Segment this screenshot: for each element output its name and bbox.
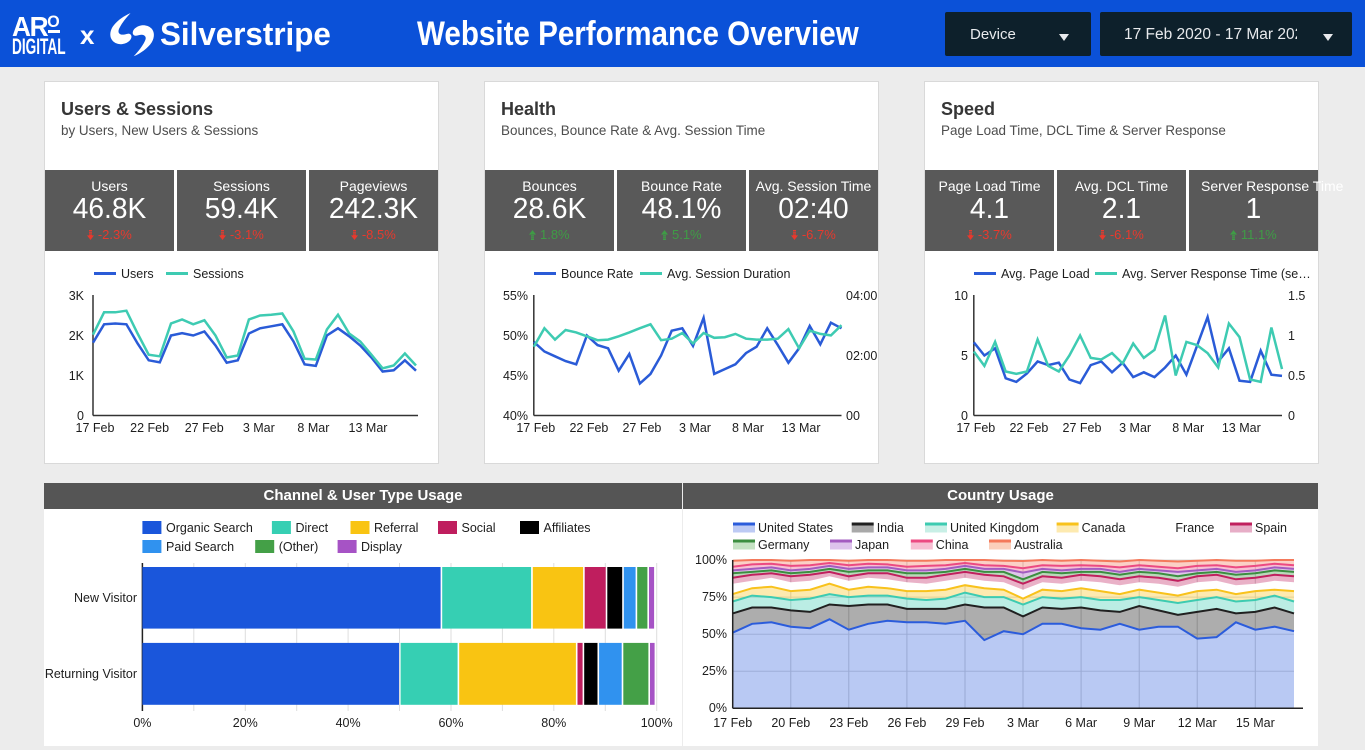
- svg-text:5: 5: [961, 349, 968, 363]
- svg-text:Referral: Referral: [374, 521, 418, 535]
- svg-text:3 Mar: 3 Mar: [1007, 716, 1039, 730]
- svg-text:Sessions: Sessions: [193, 267, 244, 281]
- svg-text:Spain: Spain: [1255, 521, 1287, 535]
- svg-text:0%: 0%: [133, 716, 151, 730]
- svg-text:3 Mar: 3 Mar: [1119, 421, 1151, 435]
- svg-text:0%: 0%: [709, 701, 727, 715]
- svg-text:22 Feb: 22 Feb: [1009, 421, 1048, 435]
- svg-text:0: 0: [77, 409, 84, 423]
- svg-text:Users: Users: [121, 267, 154, 281]
- svg-text:Display: Display: [361, 540, 403, 554]
- svg-text:27 Feb: 27 Feb: [1063, 421, 1102, 435]
- svg-text:3K: 3K: [69, 289, 85, 303]
- svg-text:Australia: Australia: [1014, 538, 1063, 552]
- svg-text:00: 00: [846, 409, 860, 423]
- svg-text:8 Mar: 8 Mar: [1172, 421, 1204, 435]
- svg-text:20 Feb: 20 Feb: [771, 716, 810, 730]
- svg-text:17 Feb: 17 Feb: [76, 421, 115, 435]
- svg-text:50%: 50%: [702, 627, 727, 641]
- svg-text:02:00: 02:00: [846, 349, 877, 363]
- svg-text:Affiliates: Affiliates: [544, 521, 591, 535]
- svg-text:100%: 100%: [641, 716, 673, 730]
- svg-text:United Kingdom: United Kingdom: [950, 521, 1039, 535]
- svg-text:Canada: Canada: [1082, 521, 1126, 535]
- svg-text:India: India: [877, 521, 904, 535]
- svg-text:0.5: 0.5: [1288, 369, 1305, 383]
- svg-text:New Visitor: New Visitor: [74, 591, 137, 605]
- svg-text:17 Feb: 17 Feb: [516, 421, 555, 435]
- svg-text:60%: 60%: [438, 716, 463, 730]
- svg-text:United States: United States: [758, 521, 833, 535]
- svg-text:17 Feb: 17 Feb: [713, 716, 752, 730]
- svg-text:0: 0: [1288, 409, 1295, 423]
- svg-text:1K: 1K: [69, 369, 85, 383]
- svg-text:3 Mar: 3 Mar: [679, 421, 711, 435]
- svg-text:45%: 45%: [503, 369, 528, 383]
- svg-text:29 Feb: 29 Feb: [946, 716, 985, 730]
- svg-text:China: China: [936, 538, 969, 552]
- svg-text:40%: 40%: [336, 716, 361, 730]
- svg-text:Social: Social: [462, 521, 496, 535]
- svg-text:1: 1: [1288, 329, 1295, 343]
- svg-text:15 Mar: 15 Mar: [1236, 716, 1275, 730]
- svg-text:Germany: Germany: [758, 538, 810, 552]
- svg-text:Direct: Direct: [296, 521, 329, 535]
- svg-text:Paid Search: Paid Search: [166, 540, 234, 554]
- svg-text:(Other): (Other): [279, 540, 319, 554]
- svg-text:0: 0: [961, 409, 968, 423]
- svg-text:9 Mar: 9 Mar: [1123, 716, 1155, 730]
- svg-text:Avg. Page Load: Avg. Page Load: [1001, 267, 1090, 281]
- svg-text:8 Mar: 8 Mar: [297, 421, 329, 435]
- svg-text:22 Feb: 22 Feb: [130, 421, 169, 435]
- svg-text:20%: 20%: [233, 716, 258, 730]
- svg-text:23 Feb: 23 Feb: [829, 716, 868, 730]
- svg-text:3 Mar: 3 Mar: [243, 421, 275, 435]
- svg-text:France: France: [1175, 521, 1214, 535]
- svg-text:8 Mar: 8 Mar: [732, 421, 764, 435]
- svg-text:22 Feb: 22 Feb: [569, 421, 608, 435]
- svg-text:6 Mar: 6 Mar: [1065, 716, 1097, 730]
- svg-text:10: 10: [954, 289, 968, 303]
- svg-text:13 Mar: 13 Mar: [782, 421, 821, 435]
- svg-text:Bounce Rate: Bounce Rate: [561, 267, 633, 281]
- svg-text:13 Mar: 13 Mar: [349, 421, 388, 435]
- svg-text:50%: 50%: [503, 329, 528, 343]
- svg-text:26 Feb: 26 Feb: [887, 716, 926, 730]
- svg-text:100%: 100%: [695, 553, 727, 567]
- svg-text:13 Mar: 13 Mar: [1222, 421, 1261, 435]
- svg-text:75%: 75%: [702, 590, 727, 604]
- svg-text:Organic Search: Organic Search: [166, 521, 253, 535]
- svg-text:25%: 25%: [702, 664, 727, 678]
- svg-text:Avg. Server Response Time (se…: Avg. Server Response Time (se…: [1122, 267, 1311, 281]
- svg-text:27 Feb: 27 Feb: [185, 421, 224, 435]
- svg-text:Returning Visitor: Returning Visitor: [45, 667, 137, 681]
- svg-text:1.5: 1.5: [1288, 289, 1305, 303]
- svg-text:80%: 80%: [541, 716, 566, 730]
- svg-text:17 Feb: 17 Feb: [956, 421, 995, 435]
- svg-text:27 Feb: 27 Feb: [622, 421, 661, 435]
- svg-text:Japan: Japan: [855, 538, 889, 552]
- svg-text:04:00: 04:00: [846, 289, 877, 303]
- svg-text:12 Mar: 12 Mar: [1178, 716, 1217, 730]
- svg-text:Avg. Session Duration: Avg. Session Duration: [667, 267, 790, 281]
- svg-text:55%: 55%: [503, 289, 528, 303]
- svg-text:40%: 40%: [503, 409, 528, 423]
- svg-text:2K: 2K: [69, 329, 85, 343]
